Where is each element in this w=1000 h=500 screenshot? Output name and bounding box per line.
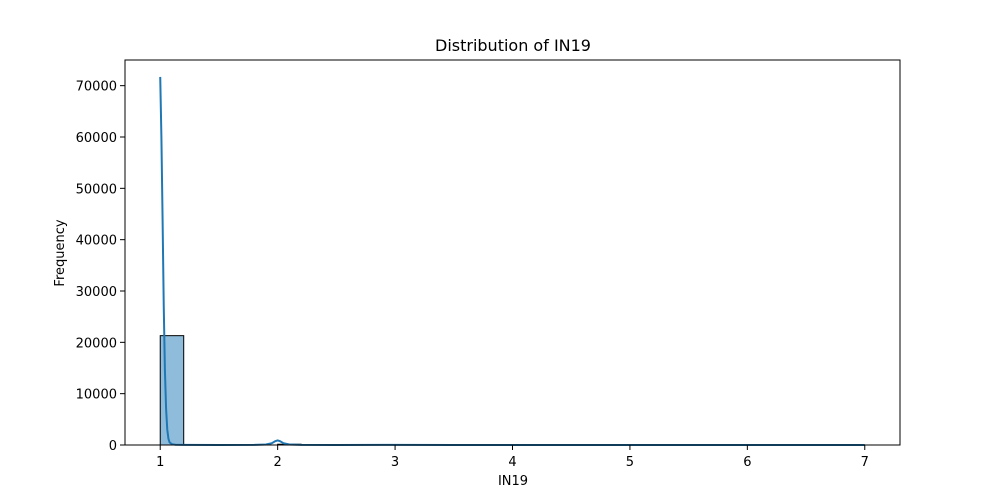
x-tick-label: 5: [626, 455, 634, 470]
x-axis: 1 2 3 4 5 6 7: [156, 445, 869, 470]
x-axis-label: IN19: [498, 474, 528, 489]
plot-frame: [124, 59, 901, 446]
y-tick-label: 40000: [76, 234, 117, 249]
y-axis-label: Frequency: [53, 219, 68, 286]
y-tick-label: 60000: [76, 131, 117, 146]
histogram-bars: [159, 335, 865, 446]
chart-title: Distribution of IN19: [435, 36, 591, 55]
y-tick-label: 0: [109, 439, 117, 454]
kde-curve: [159, 76, 865, 446]
plot-area: [124, 59, 901, 446]
x-tick-label: 1: [156, 455, 164, 470]
y-tick-label: 10000: [76, 388, 117, 403]
x-tick-label: 3: [391, 455, 399, 470]
y-tick-label: 20000: [76, 336, 117, 351]
y-axis: 0 10000 20000 30000 40000 50000 60000 70000: [76, 80, 125, 454]
x-tick-label: 7: [861, 455, 869, 470]
y-tick-label: 50000: [76, 182, 117, 197]
y-tick-label: 30000: [76, 285, 117, 300]
x-tick-label: 2: [274, 455, 282, 470]
y-tick-label: 70000: [76, 80, 117, 95]
x-tick-label: 4: [508, 455, 516, 470]
x-tick-label: 6: [743, 455, 751, 470]
